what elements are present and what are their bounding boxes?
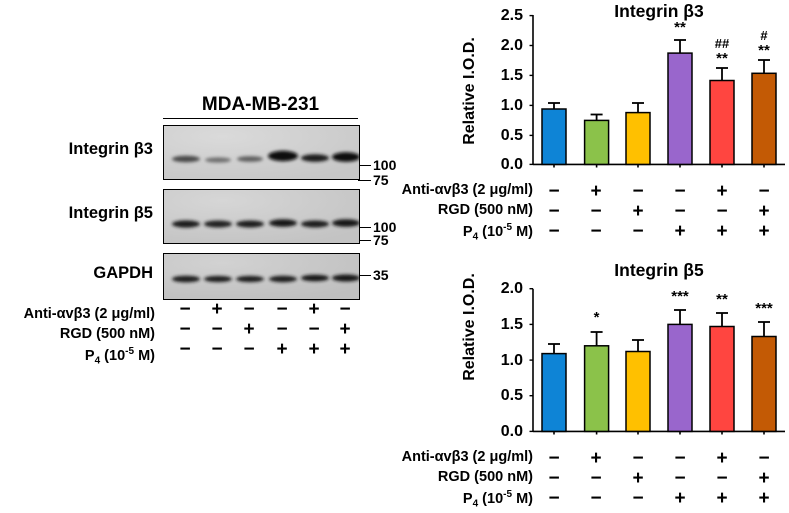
svg-text:+: + (590, 448, 601, 469)
svg-text:−: − (716, 468, 727, 489)
svg-text:−: − (590, 488, 601, 509)
svg-text:+: + (758, 468, 769, 489)
svg-text:−: − (548, 488, 559, 509)
svg-text:−: − (548, 448, 559, 469)
svg-text:+: + (632, 468, 643, 489)
svg-text:+: + (716, 488, 727, 509)
svg-text:+: + (674, 488, 685, 509)
svg-text:−: − (548, 468, 559, 489)
svg-text:−: − (632, 448, 643, 469)
svg-text:−: − (590, 468, 601, 489)
svg-text:−: − (674, 468, 685, 489)
svg-text:−: − (674, 448, 685, 469)
svg-text:−: − (632, 488, 643, 509)
svg-text:−: − (758, 448, 769, 469)
svg-text:+: + (758, 488, 769, 509)
svg-text:+: + (716, 448, 727, 469)
